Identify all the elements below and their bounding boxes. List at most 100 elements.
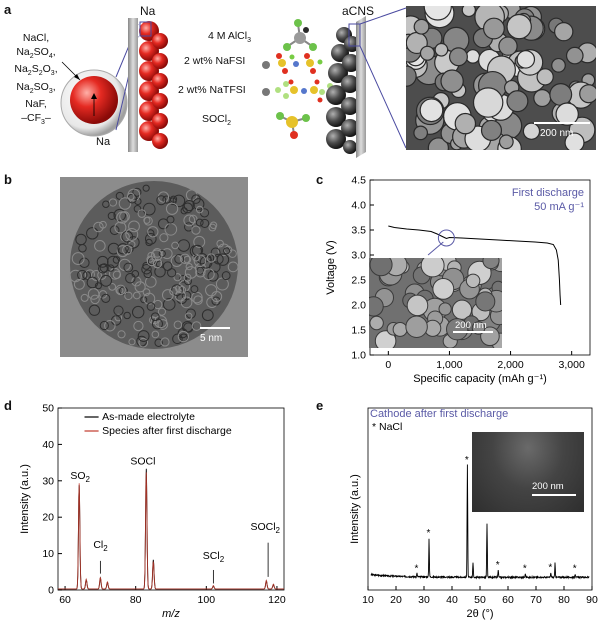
sem-particle [454,112,477,135]
species-na2s2o3: Na2S2O3, [14,63,58,78]
tem-texture [195,205,204,214]
molecule-alcl3-icon [283,19,317,51]
tem-texture [180,296,193,309]
tem-texture [200,218,210,228]
scale-bar-e-label: 200 nm [532,481,564,492]
tem-texture [144,233,157,245]
tem-texture [134,281,146,293]
sem-particle [419,45,435,61]
tem-texture [160,337,170,347]
e-xrd-pattern [370,464,590,580]
d-ytick-label: 20 [42,512,54,524]
tem-texture [208,223,217,232]
c-ytick-label: 1.0 [351,350,366,362]
d-ytick-label: 40 [42,439,54,451]
sem-particle [423,6,452,21]
tem-texture [90,269,102,282]
tem-texture [114,313,123,322]
d-series-after-discharge [58,472,284,590]
tem-texture [112,256,121,264]
c-callout-line [427,241,444,256]
sem-particle [369,315,384,331]
tem-texture [123,311,131,320]
tem-texture [137,209,147,218]
tem-texture [202,268,215,281]
panel-e-label: e [316,398,324,413]
tem-texture [124,291,133,301]
sem-inset-e: 200 nm [472,432,584,512]
c-xtick-label: 3,000 [559,359,585,371]
sem-particle [498,134,514,150]
e-nacl-marker: * [548,562,552,573]
panel-a-schematic [60,7,407,158]
na-particle-column [139,21,168,149]
tem-texture [131,270,140,278]
tem-texture [184,312,193,321]
tem-texture [113,208,127,222]
e-xtick-label: 50 [474,594,486,606]
e-nacl-marker: * [523,563,527,574]
tem-texture [108,283,117,291]
tem-texture [94,282,102,290]
tem-texture [128,240,136,248]
tem-texture [183,199,195,212]
tem-texture [157,319,169,330]
tem-texture [143,216,153,226]
tem-texture [150,312,160,322]
e-xlabel: 2θ (°) [466,608,493,620]
species-na2so3: Na2SO3, [16,80,56,95]
tem-texture [191,321,202,331]
tem-texture [161,289,174,301]
sem-particle [438,302,452,316]
d-ytick-label: 50 [42,403,54,415]
tem-texture [216,239,224,248]
species-naf: NaF, [25,98,47,111]
sem-particle [427,137,449,150]
tem-image-b: 5 nm [60,177,248,357]
tem-texture [107,242,120,255]
tem-texture [221,271,231,281]
sem-image-a: 200 nm [406,6,596,150]
sem-particle [465,49,481,64]
scale-bar-e [532,494,576,496]
panel-b-label: b [4,172,12,187]
species-nacl: NaCl, [22,32,50,44]
tem-texture [141,263,152,275]
tem-texture [147,226,159,238]
tem-texture [171,284,183,296]
tem-texture [84,269,95,280]
acns-particle-column [326,27,360,154]
tem-texture [116,245,129,258]
tem-texture [159,233,169,243]
sem-particle [432,277,455,300]
sem-particle [565,46,584,65]
tem-texture [142,202,156,216]
e-xtick-label: 70 [530,594,542,606]
tem-texture [86,276,99,289]
c-highlight-circle [437,229,455,247]
tem-texture [184,277,192,286]
c-ytick-label: 1.5 [351,325,366,337]
tem-texture [123,262,134,273]
tem-texture [145,238,153,247]
d-ytick-label: 10 [42,548,54,560]
d-legend-label: As-made electrolyte [102,411,195,423]
tem-texture [154,338,163,348]
sem-particle [405,315,428,338]
tem-texture [90,294,100,305]
sem-particle [406,65,417,87]
tem-texture [121,230,134,243]
tem-texture [116,287,124,295]
sem-particle [446,318,469,341]
sem-particle [392,321,408,337]
electrolyte-alcl3: 4 M AlCl3 [208,30,251,45]
tem-texture [93,221,104,233]
scale-bar-c-label: 200 nm [455,320,487,331]
tem-texture [191,291,203,304]
tem-texture [142,288,151,296]
tem-texture [143,269,153,279]
scale-bar-a-label: 200 nm [540,128,574,139]
c-ytick-label: 3.0 [351,250,366,262]
sem-particle [536,68,554,86]
tem-texture [96,255,109,268]
